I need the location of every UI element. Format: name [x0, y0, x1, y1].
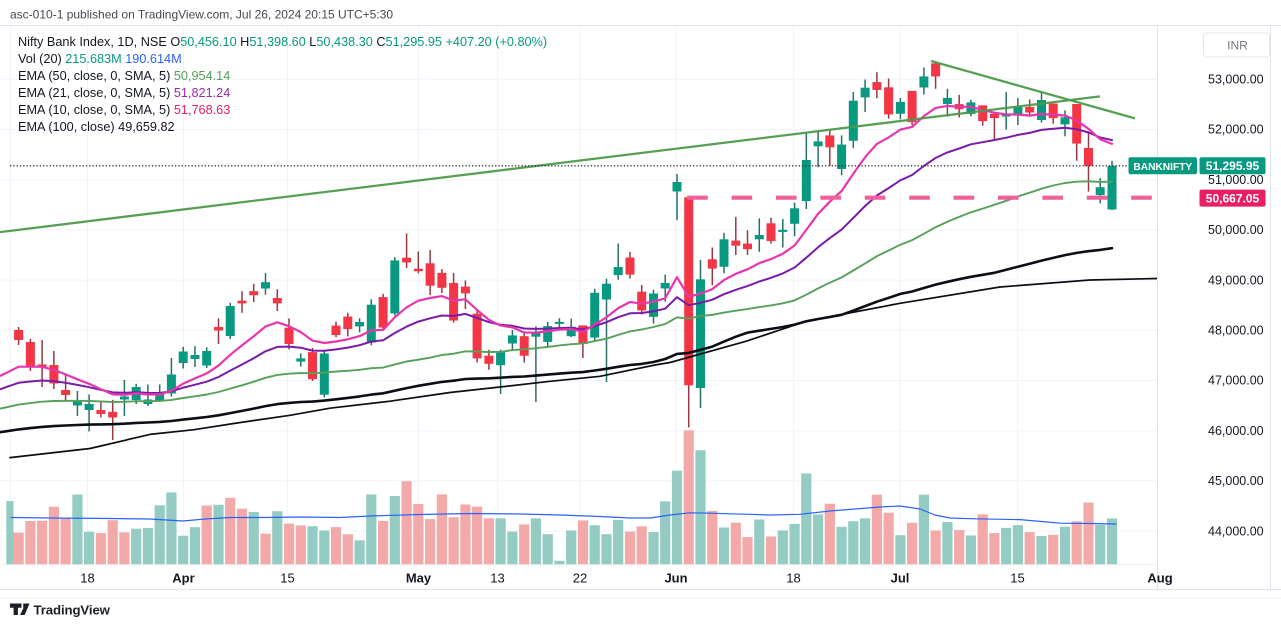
- svg-text:EMA (21, close, 0, SMA, 5) 51,: EMA (21, close, 0, SMA, 5) 51,821.24: [18, 86, 230, 100]
- svg-text:15: 15: [1010, 571, 1024, 586]
- svg-text:53,000.00: 53,000.00: [1208, 73, 1264, 87]
- svg-text:45,000.00: 45,000.00: [1208, 474, 1264, 488]
- svg-text:47,000.00: 47,000.00: [1208, 374, 1264, 388]
- svg-text:Aug: Aug: [1147, 571, 1172, 586]
- svg-text:50,000.00: 50,000.00: [1208, 223, 1264, 237]
- svg-text:Jun: Jun: [664, 571, 687, 586]
- svg-text:49,000.00: 49,000.00: [1208, 273, 1264, 287]
- svg-text:51,295.95: 51,295.95: [1206, 159, 1260, 173]
- svg-text:INR: INR: [1227, 39, 1248, 53]
- svg-text:BANKNIFTY: BANKNIFTY: [1133, 162, 1192, 173]
- svg-text:48,000.00: 48,000.00: [1208, 324, 1264, 338]
- svg-text:18: 18: [80, 571, 94, 586]
- svg-text:46,000.00: 46,000.00: [1208, 424, 1264, 438]
- svg-text:May: May: [406, 571, 432, 586]
- svg-text:13: 13: [490, 571, 504, 586]
- svg-text:44,000.00: 44,000.00: [1208, 524, 1264, 538]
- svg-text:EMA (50, close, 0, SMA, 5) 50,: EMA (50, close, 0, SMA, 5) 50,954.14: [18, 69, 230, 83]
- svg-text:asc-010-1 published on Trading: asc-010-1 published on TradingView.com, …: [10, 8, 393, 22]
- svg-text:Jul: Jul: [891, 571, 910, 586]
- svg-text:50,667.05: 50,667.05: [1206, 191, 1260, 205]
- svg-text:18: 18: [786, 571, 800, 586]
- svg-text:Vol (20) 215.683M 190.614M: Vol (20) 215.683M 190.614M: [18, 52, 182, 66]
- svg-text:52,000.00: 52,000.00: [1208, 123, 1264, 137]
- svg-text:EMA (100, close) 49,659.82: EMA (100, close) 49,659.82: [18, 120, 175, 134]
- svg-text:22: 22: [573, 571, 587, 586]
- svg-text:15: 15: [280, 571, 294, 586]
- svg-text:51,000.00: 51,000.00: [1208, 173, 1264, 187]
- svg-text:Apr: Apr: [172, 571, 194, 586]
- svg-text:TradingView: TradingView: [34, 603, 111, 618]
- svg-text:EMA (10, close, 0, SMA, 5) 51,: EMA (10, close, 0, SMA, 5) 51,768.63: [18, 103, 230, 117]
- svg-text:Nifty Bank Index, 1D, NSE O50,: Nifty Bank Index, 1D, NSE O50,456.10 H51…: [18, 35, 547, 49]
